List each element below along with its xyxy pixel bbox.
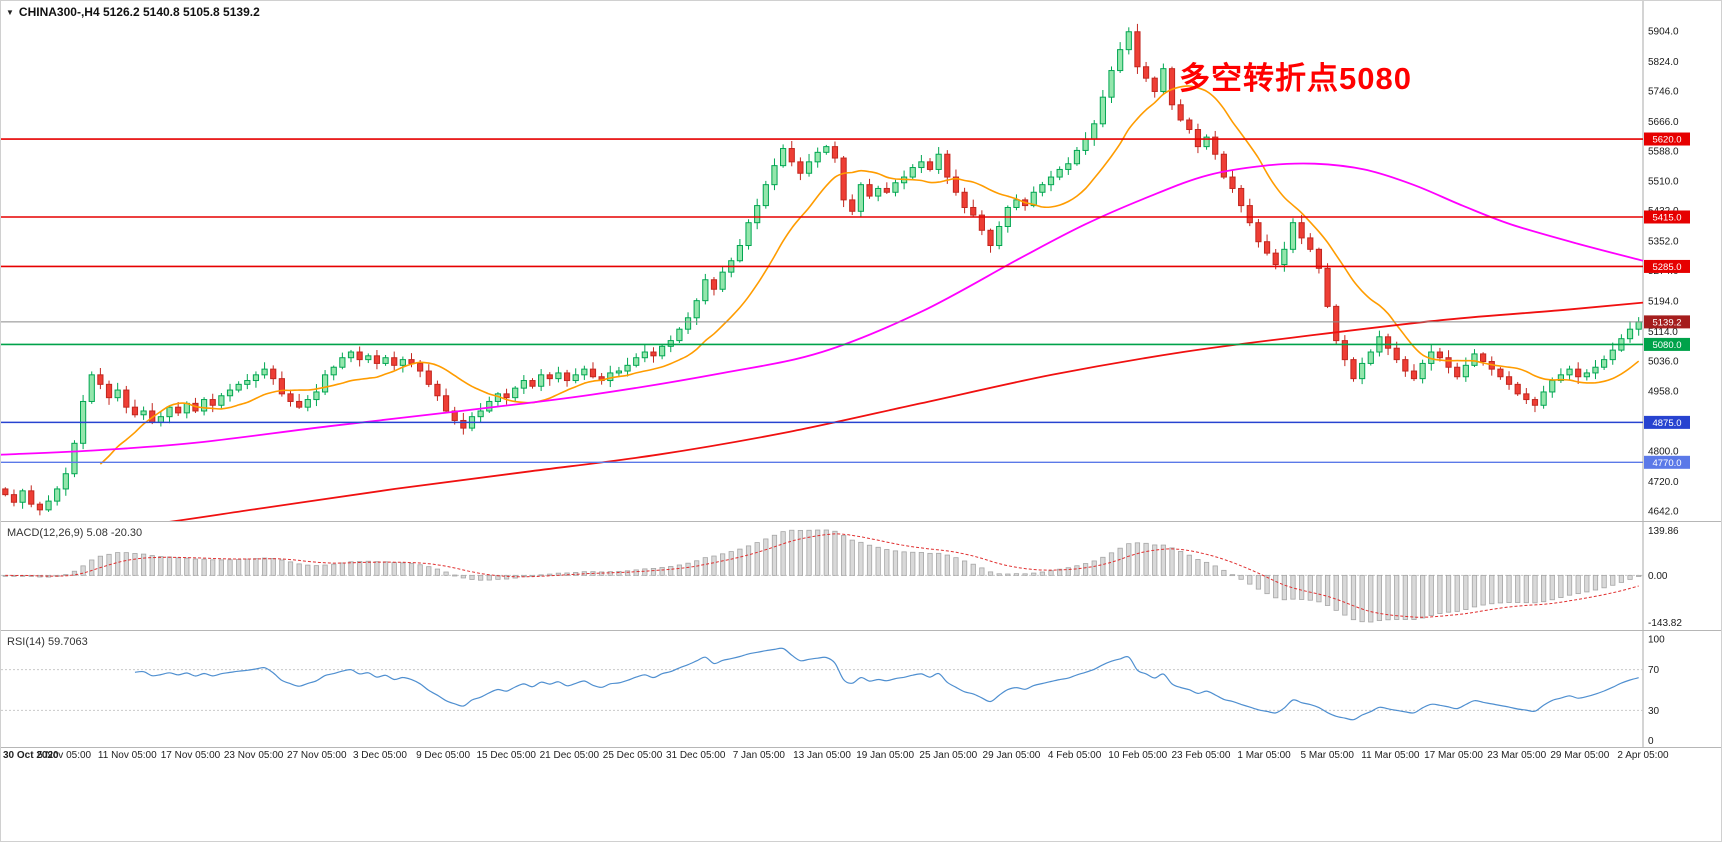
time-axis-label: 5 Nov 05:00 bbox=[37, 750, 92, 761]
time-axis-label: 21 Dec 05:00 bbox=[539, 750, 600, 761]
price-tag-5620.0[interactable]: 5620.0 bbox=[1644, 132, 1690, 146]
price-tick-label: 5666.0 bbox=[1648, 117, 1679, 128]
ma-fast-line bbox=[99, 85, 1640, 465]
time-axis-label: 7 Jan 05:00 bbox=[732, 750, 785, 761]
time-axis-label: 23 Mar 05:00 bbox=[1487, 750, 1547, 761]
candles-layer bbox=[2, 23, 1642, 516]
symbol-ohlc-label: CHINA300-,H4 5126.2 5140.8 5105.8 5139.2 bbox=[18, 5, 260, 19]
chart-dropdown-icon[interactable]: ▼ bbox=[6, 7, 14, 17]
time-axis: 30 Oct 2020 5 Nov 05:00 11 Nov 05:00 17 Nov… bbox=[1, 750, 1721, 764]
time-axis-label: 19 Jan 05:00 bbox=[856, 750, 915, 761]
macd-tick-label: -143.82 bbox=[1648, 618, 1682, 629]
time-axis-label: 31 Dec 05:00 bbox=[665, 750, 726, 761]
time-axis-label: 4 Feb 05:00 bbox=[1047, 750, 1102, 761]
price-tag-5415.0[interactable]: 5415.0 bbox=[1644, 210, 1690, 224]
panel-separator bbox=[1, 747, 1721, 748]
macd-panel[interactable]: 139.86 0.00 -143.82 bbox=[1, 522, 1722, 630]
svg-text:5080.0: 5080.0 bbox=[1652, 340, 1681, 351]
symbol-header: ▼ CHINA300-,H4 5126.2 5140.8 5105.8 5139… bbox=[6, 5, 260, 19]
time-axis-label: 30 Oct 2020 bbox=[3, 750, 59, 761]
time-axis-label: 17 Mar 05:00 bbox=[1424, 750, 1483, 761]
macd-axis-ticks: 139.86 0.00 -143.82 bbox=[1648, 526, 1682, 629]
time-axis-label: 23 Nov 05:00 bbox=[223, 750, 284, 761]
rsi-tick-label: 70 bbox=[1648, 665, 1660, 676]
time-axis-label: 27 Nov 05:00 bbox=[287, 750, 347, 761]
macd-histogram bbox=[2, 529, 1642, 623]
price-tick-label: 5036.0 bbox=[1648, 357, 1679, 368]
time-axis-label: 11 Mar 05:00 bbox=[1361, 750, 1420, 761]
price-tick-label: 5588.0 bbox=[1648, 147, 1679, 158]
rsi-axis-ticks: 100 70 30 0 bbox=[1648, 635, 1665, 748]
time-axis-label: 25 Dec 05:00 bbox=[602, 750, 663, 761]
svg-text:5285.0: 5285.0 bbox=[1652, 262, 1681, 273]
time-axis-label: 25 Jan 05:00 bbox=[919, 750, 978, 761]
svg-text:5620.0: 5620.0 bbox=[1652, 135, 1681, 146]
macd-tick-label: 139.86 bbox=[1648, 526, 1679, 537]
rsi-line bbox=[134, 647, 1639, 721]
price-tag-5080.0[interactable]: 5080.0 bbox=[1644, 337, 1690, 351]
time-axis-label: 15 Dec 05:00 bbox=[476, 750, 536, 761]
rsi-panel[interactable]: 100 70 30 0 bbox=[1, 631, 1722, 747]
macd-signal-line bbox=[5, 533, 1639, 618]
time-axis-label: 9 Dec 05:00 bbox=[416, 750, 471, 761]
candlestick-chart-panel[interactable]: 5904.05824.05746.05666.05588.05510.05432… bbox=[1, 1, 1722, 521]
rsi-tick-label: 0 bbox=[1648, 736, 1654, 747]
svg-text:5415.0: 5415.0 bbox=[1652, 212, 1681, 223]
time-axis-label: 10 Feb 05:00 bbox=[1108, 750, 1168, 761]
svg-text:4875.0: 4875.0 bbox=[1652, 418, 1681, 429]
macd-tick-label: 0.00 bbox=[1648, 571, 1668, 582]
price-tick-label: 5824.0 bbox=[1648, 57, 1679, 68]
price-tick-label: 4642.0 bbox=[1648, 507, 1679, 518]
price-tick-label: 4800.0 bbox=[1648, 446, 1679, 457]
time-axis-label: 29 Mar 05:00 bbox=[1550, 750, 1610, 761]
time-axis-label: 11 Nov 05:00 bbox=[97, 750, 157, 761]
rsi-tick-label: 100 bbox=[1648, 635, 1665, 646]
time-axis-label: 1 Mar 05:00 bbox=[1237, 750, 1291, 761]
time-axis-label: 23 Feb 05:00 bbox=[1171, 750, 1231, 761]
price-tick-label: 5352.0 bbox=[1648, 236, 1679, 247]
price-tick-label: 5904.0 bbox=[1648, 27, 1679, 38]
price-tag-4770.0[interactable]: 4770.0 bbox=[1644, 455, 1690, 469]
price-tick-label: 5510.0 bbox=[1648, 176, 1679, 187]
price-tick-label: 5194.0 bbox=[1648, 297, 1679, 308]
price-tag-4875.0[interactable]: 4875.0 bbox=[1644, 415, 1690, 429]
price-tick-label: 4958.0 bbox=[1648, 386, 1679, 397]
ma-slow-line bbox=[169, 301, 1644, 521]
time-axis-label: 5 Mar 05:00 bbox=[1300, 750, 1354, 761]
price-tag-5139.2[interactable]: 5139.2 bbox=[1644, 315, 1690, 329]
ma-mid-line bbox=[1, 162, 1644, 456]
price-tick-label: 5746.0 bbox=[1648, 87, 1679, 98]
price-tag-5285.0[interactable]: 5285.0 bbox=[1644, 259, 1690, 273]
price-tick-label: 4720.0 bbox=[1648, 477, 1679, 488]
time-axis-label: 3 Dec 05:00 bbox=[352, 750, 407, 761]
time-axis-label: 2 Apr 05:00 bbox=[1617, 750, 1669, 761]
macd-indicator-label: MACD(12,26,9) 5.08 -20.30 bbox=[7, 527, 143, 539]
time-axis-label: 13 Jan 05:00 bbox=[793, 750, 851, 761]
time-axis-label: 29 Jan 05:00 bbox=[982, 750, 1041, 761]
rsi-indicator-label: RSI(14) 59.7063 bbox=[7, 636, 88, 648]
time-axis-label: 17 Nov 05:00 bbox=[160, 750, 221, 761]
panel-separator[interactable] bbox=[1, 521, 1721, 522]
svg-text:4770.0: 4770.0 bbox=[1652, 458, 1681, 469]
chart-annotation-text[interactable]: 多空转折点5080 bbox=[1179, 61, 1412, 96]
rsi-tick-label: 30 bbox=[1648, 706, 1660, 717]
price-tick-label: 5114.0 bbox=[1648, 327, 1678, 338]
svg-text:5139.2: 5139.2 bbox=[1652, 317, 1681, 328]
panel-separator[interactable] bbox=[1, 630, 1721, 631]
